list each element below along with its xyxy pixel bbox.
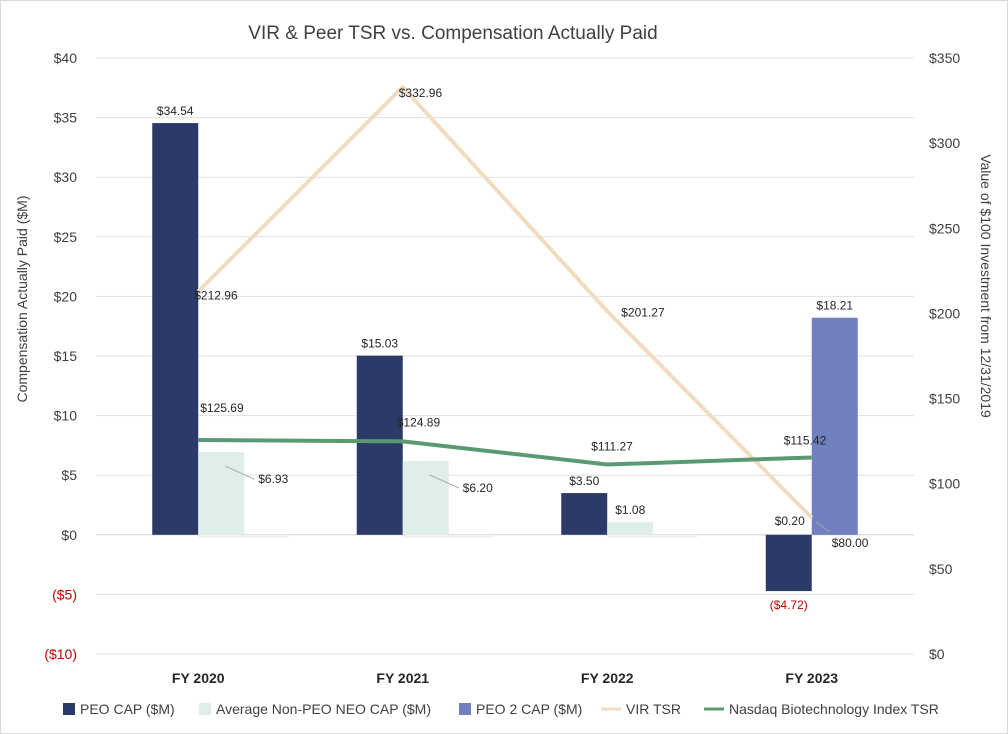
y-tick-label: $25 — [54, 229, 78, 245]
legend-swatch — [459, 703, 471, 715]
bar — [811, 317, 858, 535]
y-tick-label: ($10) — [44, 646, 77, 662]
bar-shadow — [402, 534, 493, 538]
legend-label: Average Non-PEO NEO CAP ($M) — [216, 701, 431, 717]
data-label: $124.89 — [397, 415, 441, 429]
y2-tick-label: $0 — [929, 646, 945, 662]
y-tick-label: $10 — [54, 408, 78, 424]
data-label: $18.21 — [816, 299, 853, 313]
bars — [152, 123, 858, 592]
data-label: $201.27 — [621, 305, 665, 319]
axis-ticks: $40 $35 $30 $25 $20 $15 $10 $5 $0 ($5) ($10) $350 $3… — [44, 50, 960, 686]
series-line — [198, 437, 812, 467]
label-leader — [429, 474, 459, 489]
bar — [198, 452, 245, 535]
data-label: ($4.72) — [770, 598, 808, 612]
label-leader — [815, 521, 831, 533]
y2-tick-label: $50 — [929, 561, 953, 577]
y-tick-label: $20 — [54, 288, 78, 304]
lines — [196, 85, 814, 520]
y-tick-label: $15 — [54, 348, 78, 364]
bar — [765, 534, 812, 592]
y-axis-label: Compensation Actually Paid ($M) — [14, 196, 30, 403]
legend: PEO CAP ($M) Average Non-PEO NEO CAP ($M)… — [63, 701, 939, 717]
legend-label: VIR TSR — [626, 701, 681, 717]
x-category-label: FY 2022 — [581, 670, 634, 686]
bar — [356, 355, 403, 535]
y2-axis-label: Value of $100 Investment from 12/31/2019 — [978, 154, 994, 418]
x-category-label: FY 2023 — [785, 670, 838, 686]
y2-tick-label: $200 — [929, 305, 960, 321]
y2-tick-label: $250 — [929, 220, 960, 236]
x-category-label: FY 2020 — [172, 670, 225, 686]
label-leader — [225, 465, 255, 480]
data-label: $15.03 — [361, 337, 398, 351]
legend-label: PEO 2 CAP ($M) — [476, 701, 582, 717]
legend-swatch — [63, 703, 75, 715]
data-label: $1.08 — [615, 503, 645, 517]
data-label: $111.27 — [591, 440, 633, 454]
chart-title: VIR & Peer TSR vs. Compensation Actually… — [248, 23, 657, 44]
data-label: $80.00 — [832, 536, 869, 550]
gridlines — [96, 57, 914, 655]
data-labels: $34.54 $15.03 $3.50 ($4.72) $6.93 $6.20 $1.08 $… — [157, 86, 869, 612]
y-tick-label: ($5) — [52, 586, 77, 602]
series-line — [196, 85, 814, 520]
data-label: $125.69 — [200, 401, 244, 415]
legend-label: Nasdaq Biotechnology Index TSR — [729, 701, 939, 717]
y-tick-label: $30 — [54, 169, 78, 185]
y2-tick-label: $350 — [929, 50, 960, 66]
data-label: $212.96 — [194, 288, 238, 302]
bar — [607, 521, 654, 535]
bar-shadow — [607, 534, 698, 538]
y-tick-label: $40 — [54, 50, 78, 66]
data-label: $34.54 — [157, 104, 194, 118]
data-label: $6.93 — [258, 472, 288, 486]
bar-shadow — [198, 534, 289, 538]
bar — [152, 123, 199, 535]
y2-tick-label: $150 — [929, 391, 960, 407]
legend-swatch — [199, 703, 211, 715]
data-label: $332.96 — [399, 86, 443, 100]
legend-label: PEO CAP ($M) — [80, 701, 175, 717]
y2-tick-label: $300 — [929, 135, 960, 151]
y2-tick-label: $100 — [929, 476, 960, 492]
data-label: $6.20 — [463, 481, 493, 495]
y-tick-label: $0 — [61, 527, 77, 543]
y-tick-label: $35 — [54, 110, 78, 126]
bar — [561, 493, 608, 535]
data-label: $115.42 — [784, 433, 827, 447]
y-tick-label: $5 — [61, 467, 77, 483]
data-label: $0.20 — [775, 514, 805, 528]
data-label: $3.50 — [569, 474, 599, 488]
x-category-label: FY 2021 — [376, 670, 429, 686]
bar — [402, 460, 449, 535]
